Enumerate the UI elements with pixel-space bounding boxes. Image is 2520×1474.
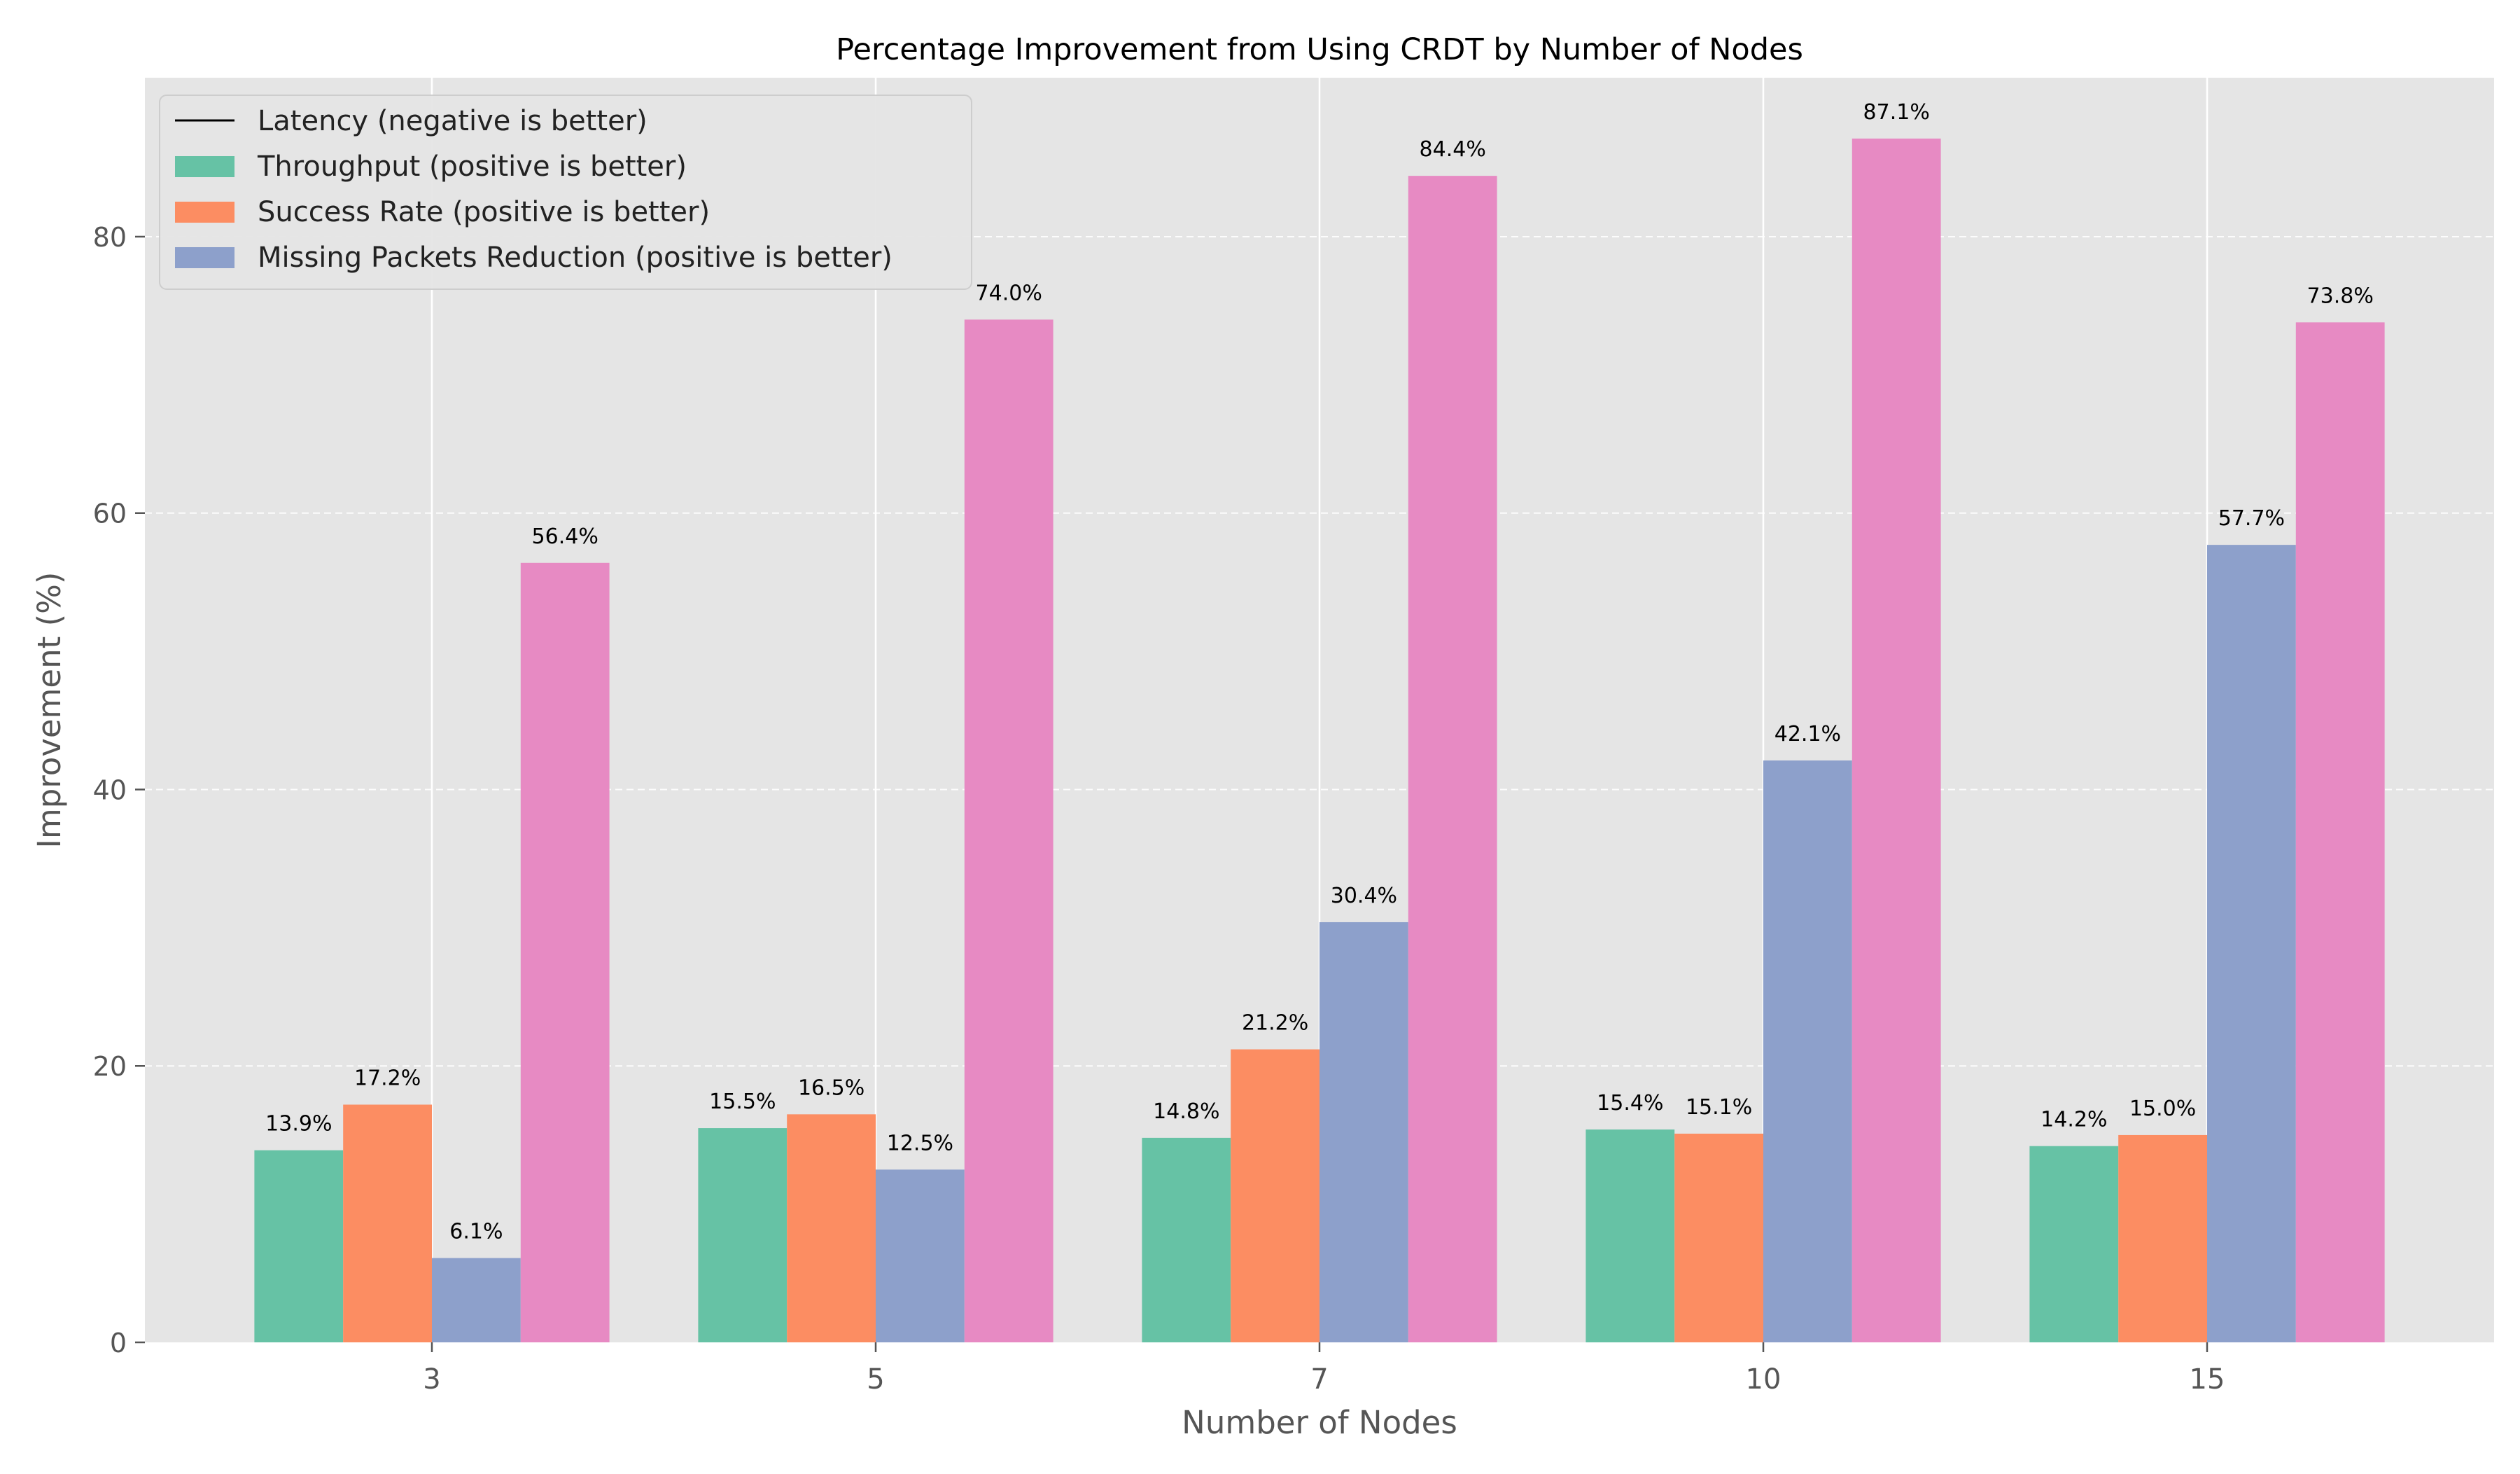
bar [787, 1114, 876, 1342]
axes: 0 20 40 60 80 3 5 7 10 15 [93, 222, 2225, 1396]
x-tick-label: 15 [2190, 1363, 2225, 1396]
y-tick-label: 0 [110, 1328, 127, 1358]
bar [1231, 1049, 1320, 1342]
data-label: 16.5% [798, 1076, 864, 1100]
data-label: 17.2% [354, 1066, 421, 1091]
bar [1763, 760, 1852, 1342]
bar [1408, 176, 1497, 1343]
legend-swatch [175, 156, 234, 177]
bar [343, 1104, 432, 1342]
data-labels: 13.9% 15.5% 14.8% 15.4% 14.2% 17.2% 16.5% 21.2%… [265, 100, 2374, 1244]
chart-title: Percentage Improvement from Using CRDT b… [836, 32, 1803, 67]
x-tick-label: 5 [867, 1363, 884, 1396]
y-tick-label: 20 [93, 1051, 127, 1082]
bar [1851, 138, 1941, 1342]
bar [2029, 1146, 2119, 1342]
legend-box [159, 95, 972, 290]
data-label: 13.9% [265, 1112, 332, 1136]
bar [432, 1258, 521, 1342]
x-tick-label: 7 [1310, 1363, 1328, 1396]
x-tick-label: 10 [1746, 1363, 1782, 1396]
data-label: 12.5% [887, 1131, 953, 1155]
data-label: 74.0% [976, 281, 1042, 305]
bar [698, 1128, 788, 1342]
legend-label: Latency (negative is better) [258, 105, 648, 137]
data-label: 15.0% [2129, 1097, 2196, 1121]
legend-label: Missing Packets Reduction (positive is b… [258, 242, 892, 274]
bar [520, 562, 610, 1342]
x-tick-label: 3 [423, 1363, 440, 1396]
data-label: 42.1% [1774, 722, 1841, 746]
y-tick-label: 40 [93, 774, 127, 805]
bar [2295, 322, 2385, 1342]
data-label: 30.4% [1331, 884, 1397, 908]
data-label: 15.5% [709, 1090, 776, 1114]
data-label: 14.8% [1153, 1099, 1219, 1124]
bar [254, 1150, 344, 1342]
data-label: 14.2% [2040, 1108, 2107, 1132]
data-label: 87.1% [1863, 100, 1930, 125]
data-label: 56.4% [532, 524, 598, 549]
data-label: 57.7% [2218, 506, 2285, 531]
bar [876, 1169, 965, 1342]
data-label: 15.4% [1597, 1091, 1663, 1115]
bar [2207, 545, 2296, 1342]
bar [1674, 1133, 1763, 1342]
data-label: 6.1% [449, 1220, 503, 1244]
bar [2118, 1134, 2207, 1342]
y-tick-label: 60 [93, 499, 127, 529]
legend-swatch [175, 247, 234, 268]
data-label: 84.4% [1420, 137, 1486, 162]
bar [1586, 1129, 1675, 1342]
legend-label: Success Rate (positive is better) [258, 196, 710, 228]
data-label: 21.2% [1242, 1011, 1308, 1036]
data-label: 73.8% [2307, 284, 2374, 308]
x-axis-label: Number of Nodes [1182, 1404, 1457, 1441]
y-axis-label: Improvement (%) [31, 572, 68, 849]
bar [1320, 922, 1408, 1342]
bar [1142, 1137, 1231, 1342]
data-label: 15.1% [1686, 1095, 1752, 1120]
y-tick-label: 80 [93, 222, 127, 253]
legend: Latency (negative is better) Throughput (… [159, 95, 972, 290]
legend-swatch [175, 202, 234, 223]
legend-label: Throughput (positive is better) [257, 151, 687, 183]
bar [964, 319, 1054, 1342]
bars [254, 138, 2385, 1343]
